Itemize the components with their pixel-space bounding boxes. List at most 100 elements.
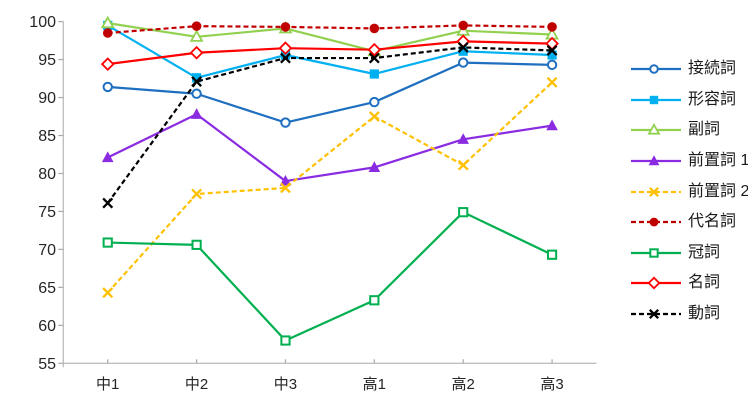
legend-item-preposition-2: 前置詞 2 — [630, 176, 748, 207]
legend-label-verb: 動詞 — [688, 305, 721, 323]
marker-open-square — [649, 248, 659, 258]
marker-x-cross — [546, 76, 558, 88]
legend-item-pronoun: 代名詞 — [630, 207, 748, 238]
marker-x-cross — [368, 111, 380, 122]
y-tick-label: 75 — [38, 204, 56, 221]
marker-open-circle — [280, 117, 291, 128]
marker-open-circle — [546, 59, 558, 71]
marker-x-cross — [368, 52, 380, 64]
series-line-verb — [106, 46, 553, 204]
marker-filled-circle — [649, 217, 659, 227]
legend-swatch-article — [631, 248, 681, 258]
legend-label-preposition-1: 前置詞 1 — [688, 152, 748, 170]
marker-filled-circle — [102, 28, 113, 38]
marker-filled-square — [649, 95, 659, 105]
marker-x-cross — [280, 52, 291, 64]
series-pronoun — [102, 20, 557, 38]
marker-filled-triangle — [648, 155, 660, 166]
marker-filled-triangle — [368, 161, 381, 172]
marker-open-diamond — [189, 45, 204, 60]
marker-filled-square — [458, 46, 468, 56]
legend-item-conjunction: 接続詞 — [630, 54, 748, 85]
series-line-article — [107, 211, 553, 342]
y-tick-label: 85 — [38, 128, 56, 145]
marker-filled-triangle — [457, 133, 469, 144]
marker-x-cross — [102, 287, 114, 299]
legend-label-conjunction: 接続詞 — [688, 60, 737, 78]
y-tick-label: 65 — [38, 280, 56, 297]
marker-filled-triangle — [190, 108, 203, 119]
legend: 接続詞形容詞副詞前置詞 1 前置詞 2 代名詞冠詞名詞動詞 — [630, 54, 748, 329]
marker-open-square — [546, 249, 558, 260]
marker-open-diamond — [100, 57, 115, 71]
marker-open-square — [280, 335, 291, 346]
legend-item-adjective: 形容詞 — [630, 85, 748, 116]
legend-swatch-adjective — [631, 95, 681, 105]
marker-open-square — [458, 207, 469, 218]
legend-item-noun: 名詞 — [630, 268, 748, 299]
marker-open-triangle — [647, 123, 661, 136]
legend-swatch-noun — [631, 276, 681, 290]
legend-label-preposition-2: 前置詞 2 — [688, 182, 748, 200]
marker-open-circle — [191, 88, 202, 99]
series-preposition-2 — [102, 76, 558, 299]
x-tick-label: 中3 — [274, 376, 297, 393]
legend-label-noun: 名詞 — [688, 274, 721, 292]
marker-x-cross — [457, 159, 469, 171]
marker-open-circle — [102, 81, 113, 93]
y-tick-label: 100 — [29, 14, 56, 31]
series-article — [102, 207, 558, 346]
legend-swatch-preposition-2 — [631, 186, 681, 197]
marker-x-cross — [457, 42, 469, 53]
legend-item-preposition-1: 前置詞 1 — [630, 146, 748, 177]
series-adjective — [103, 20, 557, 83]
marker-filled-circle — [547, 22, 557, 32]
marker-x-cross — [102, 197, 114, 209]
y-tick-label: 60 — [38, 318, 56, 335]
x-tick-label: 高1 — [363, 376, 386, 393]
legend-swatch-verb — [631, 309, 681, 320]
marker-open-triangle — [189, 29, 204, 42]
marker-filled-circle — [458, 20, 469, 31]
x-tick-label: 高3 — [540, 376, 563, 393]
marker-open-diamond — [647, 276, 661, 290]
marker-x-cross — [191, 76, 203, 88]
marker-filled-square — [547, 50, 557, 60]
y-tick-label: 70 — [38, 242, 56, 259]
marker-x-cross — [648, 186, 660, 197]
x-tick-label: 高2 — [452, 376, 475, 393]
series-line-conjunction — [107, 61, 553, 124]
marker-filled-circle — [369, 23, 380, 34]
series-line-pronoun — [107, 24, 553, 35]
series-line-noun — [107, 40, 553, 66]
y-tick-label: 55 — [38, 356, 56, 373]
legend-label-article: 冠詞 — [688, 243, 721, 261]
marker-x-cross — [546, 45, 558, 56]
marker-open-diamond — [456, 34, 471, 49]
legend-item-article: 冠詞 — [630, 238, 748, 269]
marker-x-cross — [280, 182, 291, 194]
legend-label-pronoun: 代名詞 — [688, 213, 737, 231]
legend-swatch-pronoun — [631, 217, 681, 227]
marker-open-circle — [649, 64, 659, 75]
series-line-preposition-2 — [106, 81, 553, 294]
y-tick-label: 80 — [38, 166, 56, 183]
legend-label-adverb: 副詞 — [688, 121, 721, 139]
marker-open-square — [369, 295, 380, 306]
legend-item-verb: 動詞 — [630, 299, 748, 330]
marker-open-triangle — [100, 15, 115, 29]
series-conjunction — [102, 57, 558, 128]
y-tick-label: 95 — [38, 52, 56, 69]
series-line-adjective — [107, 24, 553, 79]
x-tick-label: 中1 — [96, 376, 119, 393]
legend-swatch-adverb — [631, 123, 681, 136]
legend-swatch-conjunction — [631, 64, 681, 75]
series-verb — [102, 42, 558, 209]
marker-open-diamond — [367, 42, 382, 57]
series-preposition-1 — [101, 108, 558, 186]
marker-open-circle — [458, 57, 469, 68]
marker-filled-triangle — [279, 174, 292, 186]
marker-filled-circle — [191, 21, 202, 31]
y-tick-label: 90 — [38, 90, 56, 107]
